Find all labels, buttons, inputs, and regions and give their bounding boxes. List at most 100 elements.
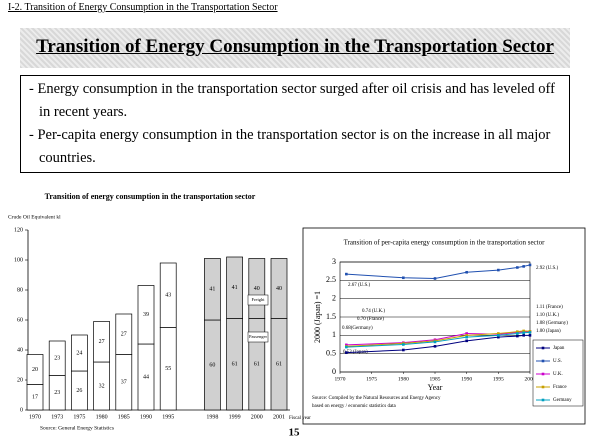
y-tick-label: 0.5 xyxy=(326,348,336,357)
y-tick-label: 80 xyxy=(17,287,23,293)
y-tick-label: 120 xyxy=(14,227,23,233)
point-marker xyxy=(522,334,525,337)
y-tick-label: 2.5 xyxy=(326,275,336,284)
point-marker xyxy=(516,332,519,335)
series-line xyxy=(346,264,531,280)
point-marker xyxy=(433,277,437,280)
point-marker xyxy=(465,270,468,274)
bar-segment xyxy=(226,256,243,319)
section-label: I-2. Transition of Energy Consumption in… xyxy=(8,2,278,13)
bar-segment xyxy=(159,262,177,328)
bullet-text: Energy consumption in the transportation… xyxy=(37,81,555,120)
bar-segment xyxy=(71,334,88,372)
legend-label: Japan xyxy=(553,346,565,351)
data-label: 20 xyxy=(32,367,38,373)
legend-box xyxy=(247,294,269,306)
y-tick-label: 1.5 xyxy=(326,312,336,321)
bullet-box: - Energy consumption in the transportati… xyxy=(20,75,570,173)
point-marker xyxy=(465,335,468,339)
x-tick-label: 1985 xyxy=(430,376,441,382)
x-tick-label: 1970 xyxy=(335,376,346,382)
data-label: 27 xyxy=(99,339,105,345)
annotation: 1.10 (U.K.) xyxy=(536,313,559,318)
bar-segment xyxy=(137,285,155,345)
bar-segment xyxy=(26,354,44,385)
y-tick-label: 20 xyxy=(17,377,23,383)
data-label: 61 xyxy=(232,362,238,368)
data-label: 24 xyxy=(76,350,82,356)
data-label: 39 xyxy=(143,312,149,318)
data-label: 32 xyxy=(99,383,105,389)
bullet: - Per-capita energy consumption in the t… xyxy=(29,127,551,166)
data-label: 27 xyxy=(121,332,127,338)
legend-label: Passenger xyxy=(249,334,267,339)
data-label: 60 xyxy=(209,362,215,368)
x-tick-label: 1985 xyxy=(118,414,130,420)
legend-label: Germany xyxy=(553,398,572,403)
annotation: 1.08 (Germany) xyxy=(536,321,568,326)
legend-marker xyxy=(541,372,545,376)
data-label: 44 xyxy=(143,374,149,380)
x-tick-label: 1999 xyxy=(229,414,241,420)
title-band xyxy=(20,28,570,68)
bar-segment xyxy=(204,258,221,321)
legend-label: Freight xyxy=(252,297,266,302)
annotation: 0.68(Germany) xyxy=(342,326,373,331)
point-marker xyxy=(465,339,468,343)
point-marker xyxy=(465,332,468,335)
point-marker xyxy=(497,334,500,337)
legend-frame xyxy=(532,339,584,407)
point-marker xyxy=(522,331,525,335)
x-tick-label: 1990 xyxy=(140,414,152,420)
point-marker xyxy=(433,340,437,344)
data-label: 41 xyxy=(209,287,215,293)
data-label: 26 xyxy=(76,388,82,394)
bar-segment xyxy=(115,313,133,355)
y-tick-label: 0 xyxy=(20,407,23,413)
data-label: 40 xyxy=(254,286,260,292)
point-marker xyxy=(528,263,532,267)
x-tick-label: 1970 xyxy=(29,414,41,420)
legend-marker xyxy=(541,398,545,402)
data-label: 41 xyxy=(232,285,238,291)
y-tick-label: 3 xyxy=(332,257,336,266)
legend-box xyxy=(247,331,269,343)
y-tick-label: 1 xyxy=(332,330,336,339)
point-marker xyxy=(345,343,348,347)
page-number: 15 xyxy=(289,427,301,439)
data-label: 17 xyxy=(32,395,38,401)
legend-label: U.K. xyxy=(553,372,563,377)
data-label: 37 xyxy=(121,380,127,386)
source: Source: Compiled by the Natural Resource… xyxy=(312,396,441,401)
x-tick-label: 1998 xyxy=(206,414,218,420)
bar-segment xyxy=(93,321,110,363)
point-marker xyxy=(522,265,525,268)
x-tick-label: 1975 xyxy=(73,414,85,420)
data-label: 23 xyxy=(54,356,60,362)
x-tick-label: 1990 xyxy=(461,376,472,382)
x-tick-label: 2000 xyxy=(525,376,536,382)
data-label: 40 xyxy=(276,286,282,292)
point-marker xyxy=(402,276,405,280)
point-marker xyxy=(345,272,348,276)
y-axis-label: Crude Oil Equivalent kl xyxy=(8,214,61,220)
bar-segment xyxy=(270,258,288,319)
bar-segment xyxy=(48,340,66,376)
y-tick-label: 100 xyxy=(14,257,23,263)
legend-marker xyxy=(541,385,545,389)
chart-title: Transition of energy consumption in the … xyxy=(45,192,256,201)
point-marker xyxy=(497,332,500,335)
y-tick-label: 40 xyxy=(17,347,23,353)
annotation: 1.00 (Japan) xyxy=(536,329,561,334)
bullet-text: Per-capita energy consumption in the tra… xyxy=(37,127,551,166)
x-axis-label: Year xyxy=(428,383,443,392)
annotation: 0.70 (France) xyxy=(357,317,384,322)
point-marker xyxy=(345,345,348,349)
point-marker xyxy=(516,334,519,338)
x-tick-label: 1995 xyxy=(162,414,174,420)
data-label: 55 xyxy=(165,366,171,372)
source: Source: General Energy Statistics xyxy=(40,425,114,431)
data-label: 23 xyxy=(54,390,60,396)
x-axis-label: Fiscal year xyxy=(289,416,311,421)
